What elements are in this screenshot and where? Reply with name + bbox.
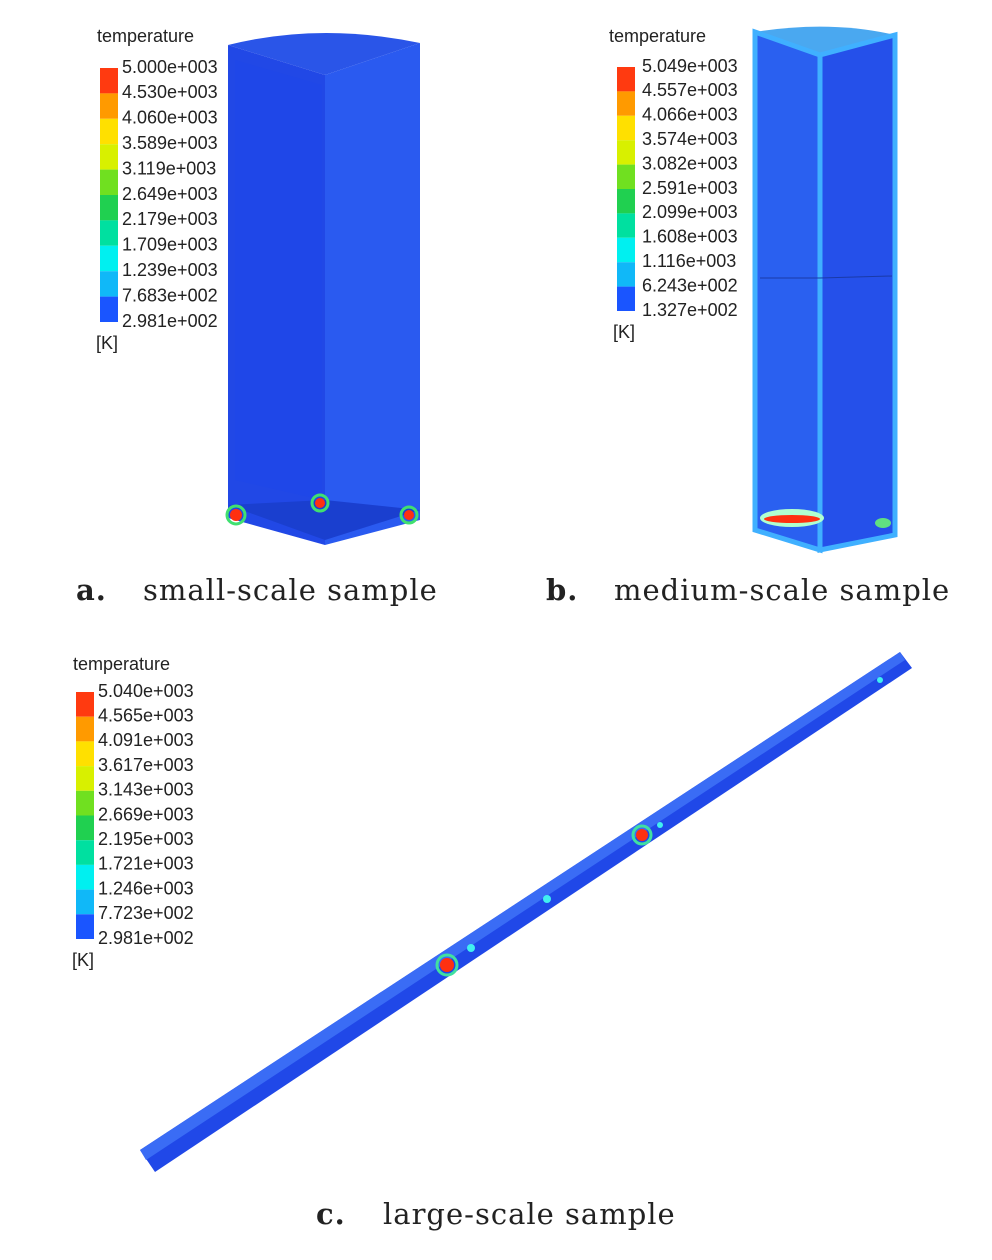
- caption-letter: a.: [76, 573, 107, 607]
- legend-label: 7.683e+002: [122, 285, 218, 305]
- legend-label: 3.082e+003: [642, 153, 738, 173]
- color-band: [100, 144, 118, 170]
- caption-letter: b.: [546, 573, 578, 607]
- color-band: [76, 741, 94, 767]
- legend-label: 1.709e+003: [122, 235, 218, 255]
- color-band: [617, 189, 635, 214]
- legend-label: 4.530e+003: [122, 82, 218, 102]
- legend-label: 2.669e+003: [98, 804, 194, 824]
- color-band: [100, 220, 118, 246]
- color-band: [76, 716, 94, 742]
- legend-unit: [K]: [613, 322, 635, 342]
- color-band: [76, 692, 94, 717]
- legend-label: 2.981e+002: [122, 311, 218, 331]
- legend-label: 5.049e+003: [642, 56, 738, 76]
- legend-label: 4.557e+003: [642, 80, 738, 100]
- legend-label: 5.040e+003: [98, 681, 194, 701]
- legend-label: 1.608e+003: [642, 227, 738, 247]
- legend-label: 1.327e+002: [642, 300, 738, 320]
- color-band: [617, 213, 635, 238]
- color-band: [100, 245, 118, 272]
- legend-label: 2.981e+002: [98, 928, 194, 948]
- color-band: [76, 914, 94, 939]
- color-band: [617, 286, 635, 311]
- legend-unit: [K]: [96, 333, 118, 353]
- color-band: [100, 93, 118, 119]
- color-band: [617, 164, 635, 189]
- legend-label: 4.091e+003: [98, 730, 194, 750]
- color-band: [76, 815, 94, 841]
- color-band: [100, 271, 118, 297]
- legend-label: 1.116e+003: [642, 251, 736, 271]
- color-band: [100, 118, 118, 145]
- legend-label: 3.119e+003: [122, 158, 216, 178]
- legend-label: 7.723e+002: [98, 903, 194, 923]
- color-band: [76, 864, 94, 890]
- color-band: [617, 262, 635, 287]
- model-a: [225, 32, 420, 545]
- legend-label: 2.591e+003: [642, 178, 738, 198]
- color-band: [617, 237, 635, 263]
- color-band: [100, 68, 118, 94]
- legend-label: 3.617e+003: [98, 755, 194, 775]
- color-band: [100, 169, 118, 195]
- model-b: [752, 26, 898, 554]
- color-band: [76, 840, 94, 865]
- legend-label: 2.099e+003: [642, 202, 738, 222]
- legend-label: 4.565e+003: [98, 705, 194, 725]
- color-band: [617, 91, 635, 116]
- legend-label: 2.195e+003: [98, 829, 194, 849]
- caption-letter: c.: [316, 1197, 346, 1231]
- model-c: [140, 652, 912, 1172]
- color-band: [76, 889, 94, 915]
- legend-label: 6.243e+002: [642, 275, 738, 295]
- color-band: [617, 67, 635, 92]
- color-band: [617, 115, 635, 141]
- legend-title: temperature: [97, 26, 194, 46]
- legend-label: 3.589e+003: [122, 133, 218, 153]
- color-band: [76, 790, 94, 816]
- color-band: [100, 296, 118, 322]
- legend-label: 2.649e+003: [122, 184, 218, 204]
- legend-title: temperature: [609, 26, 706, 46]
- color-band: [617, 140, 635, 165]
- legend-label: 2.179e+003: [122, 209, 218, 229]
- color-band: [100, 195, 118, 221]
- legend-label: 1.246e+003: [98, 878, 194, 898]
- legend-label: 3.574e+003: [642, 129, 738, 149]
- caption: medium-scale sample: [614, 573, 950, 607]
- legend-unit: [K]: [72, 950, 94, 970]
- legend-label: 4.066e+003: [642, 105, 738, 125]
- legend-label: 5.000e+003: [122, 57, 218, 77]
- caption: large-scale sample: [383, 1197, 676, 1231]
- color-band: [76, 766, 94, 791]
- caption: small-scale sample: [143, 573, 438, 607]
- legend-label: 4.060e+003: [122, 108, 218, 128]
- legend-label: 1.239e+003: [122, 260, 218, 280]
- legend-label: 1.721e+003: [98, 854, 194, 874]
- legend-title: temperature: [73, 654, 170, 674]
- legend-label: 3.143e+003: [98, 780, 194, 800]
